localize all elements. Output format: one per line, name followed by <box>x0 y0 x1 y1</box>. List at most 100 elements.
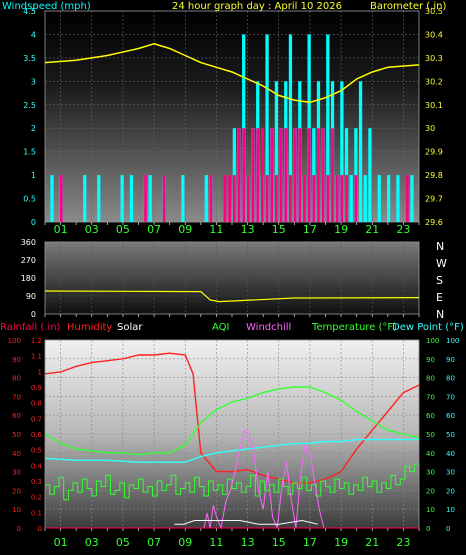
windspeed-bar <box>288 34 293 222</box>
barometer-axis-title: Barometer (.in) <box>370 1 446 12</box>
wind-gust-bar <box>279 128 283 222</box>
hour-tick-label: 21 <box>365 223 379 236</box>
wind-gust-bar <box>345 175 348 222</box>
barometer-tick-label: 29.9 <box>425 148 443 157</box>
direction-tick-label: 90 <box>26 292 36 301</box>
barometer-tick-label: 29.7 <box>425 195 443 204</box>
panel1-bg <box>45 11 419 222</box>
dewpoint-tick-label: 20 <box>446 487 455 495</box>
windspeed-bar <box>326 34 330 222</box>
humidity-tick-label: 30 <box>12 469 21 477</box>
rain-tick-label: 0.1 <box>31 509 42 517</box>
wind-gust-bar <box>275 175 278 222</box>
barometer-tick-label: 30 <box>425 124 435 133</box>
temperature-tick-label: 50 <box>426 431 435 439</box>
windspeed-bar <box>83 175 87 222</box>
temperature-tick-label: 60 <box>426 412 435 420</box>
windspeed-bar <box>97 175 101 222</box>
wind-gust-bar <box>298 128 302 222</box>
wind-gust-bar <box>331 128 334 222</box>
humidity-tick-label: 80 <box>12 375 21 383</box>
hour-tick-label: 21 <box>365 536 379 549</box>
wind-gust-bar <box>232 175 236 222</box>
hour-tick-label: 23 <box>396 223 410 236</box>
windspeed-tick-label: 1.5 <box>23 148 36 157</box>
hour-tick-label: 15 <box>272 536 286 549</box>
windspeed-bar <box>396 175 400 222</box>
rain-tick-label: 0.8 <box>31 400 42 408</box>
rain-tick-label: 1 <box>38 368 42 376</box>
humidity-line <box>44 352 420 484</box>
rain-tick-label: 0.5 <box>31 447 42 455</box>
rain-tick-label: 0.9 <box>31 384 42 392</box>
windspeed-bar <box>50 175 54 222</box>
windspeed-axis-title: Windspeed (mph) <box>2 1 91 12</box>
barometer-tick-label: 29.8 <box>425 171 443 180</box>
humidity-tick-label: 40 <box>12 450 21 458</box>
rain-tick-label: 0.2 <box>31 494 42 502</box>
rain-tick-label: 1.1 <box>31 353 42 361</box>
windspeed-bar <box>386 175 391 222</box>
chart-title: 24 hour graph day : April 10 2026 <box>172 1 342 12</box>
hour-tick-label: 07 <box>147 536 161 549</box>
wind-direction-line <box>44 290 420 303</box>
solar-line <box>174 519 318 525</box>
wind-gust-bar <box>321 128 325 222</box>
dewpoint-tick-label: 30 <box>446 469 455 477</box>
humidity-tick-label: 70 <box>12 393 21 401</box>
barometer-tick-label: 29.6 <box>425 218 443 227</box>
humidity-tick-label: 100 <box>8 337 21 345</box>
windspeed-tick-label: 0 <box>31 218 36 227</box>
windspeed-tick-label: 2 <box>31 124 36 133</box>
windspeed-tick-label: 2.5 <box>23 101 36 110</box>
direction-tick-label: 180 <box>21 274 36 283</box>
windspeed-tick-label: 4.5 <box>23 7 36 16</box>
humidity-tick-label: 20 <box>12 487 21 495</box>
compass-letter: W <box>436 257 447 270</box>
hour-tick-label: 05 <box>116 536 130 549</box>
temperature-tick-label: 40 <box>426 450 435 458</box>
temperature-tick-label: 90 <box>426 356 435 364</box>
wind-barometer-plot <box>44 34 420 222</box>
wind-gust-bar <box>242 128 246 222</box>
hour-tick-label: 19 <box>334 536 348 549</box>
wind-gust-bar <box>162 175 166 222</box>
windspeed-bar <box>358 81 363 222</box>
compass-letter: N <box>436 308 444 321</box>
temperature-tick-label: 80 <box>426 375 435 383</box>
rain-tick-label: 0.3 <box>31 478 42 486</box>
wind-gust-bar <box>256 128 260 222</box>
hour-tick-label: 01 <box>54 536 68 549</box>
compass-letter: S <box>436 274 443 287</box>
humidity-tick-label: 0 <box>17 525 21 533</box>
solar-label: Solar <box>117 322 143 333</box>
windspeed-bar <box>204 175 208 222</box>
hour-tick-label: 15 <box>272 223 286 236</box>
wind-gust-bar <box>405 175 409 222</box>
wind-gust-bar <box>317 128 320 222</box>
direction-tick-label: 0 <box>31 310 36 319</box>
hour-tick-label: 01 <box>54 223 68 236</box>
wind-gust-bar <box>326 175 330 222</box>
aqi-label: AQI <box>212 322 230 333</box>
humidity-tick-label: 10 <box>12 506 21 514</box>
windspeed-bar <box>410 175 414 222</box>
humidity-tick-label: 90 <box>12 356 21 364</box>
dewpoint-tick-label: 40 <box>446 450 455 458</box>
panel2-bg <box>45 242 419 314</box>
hour-tick-label: 13 <box>241 223 255 236</box>
temperature-tick-label: 100 <box>426 337 439 345</box>
barometer-line <box>44 43 420 104</box>
windspeed-bar <box>377 175 381 222</box>
dewpoint-tick-label: 80 <box>446 375 455 383</box>
rain-tick-label: 0 <box>38 525 42 533</box>
windspeed-tick-label: 1 <box>31 171 36 180</box>
rain-tick-label: 0.4 <box>31 462 43 470</box>
windspeed-bar <box>181 175 185 222</box>
wind-gust-bar <box>59 175 63 222</box>
temperature-tick-label: 30 <box>426 469 435 477</box>
temperature-tick-label: 70 <box>426 393 435 401</box>
windspeed-bar <box>349 175 353 222</box>
dewpoint-tick-label: 10 <box>446 506 455 514</box>
